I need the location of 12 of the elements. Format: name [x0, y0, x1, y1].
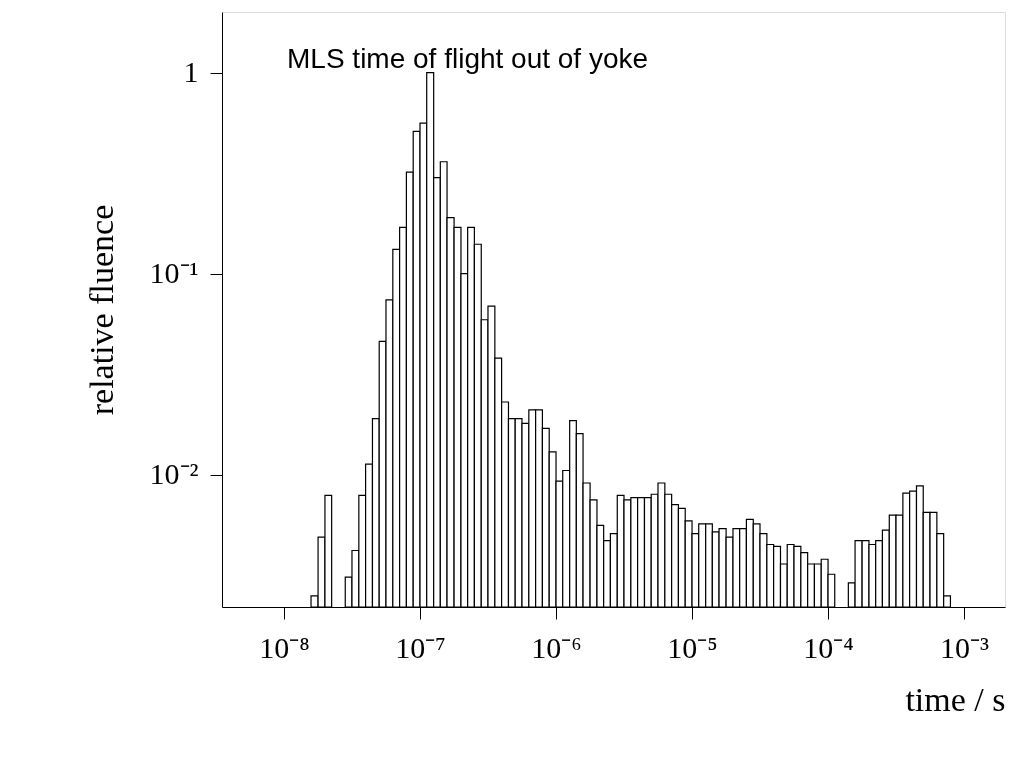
x-tick-label: 10⁻³ — [940, 630, 990, 664]
x-tick-label: 10⁻⁸ — [259, 630, 310, 664]
text: MLS time of flight out of yoke — [287, 43, 649, 74]
x-tick-label: 10⁻⁵ — [667, 630, 718, 664]
y-axis-title: relative fluence — [82, 204, 120, 416]
x-tick-label: 10⁻⁷ — [395, 630, 446, 664]
x-axis-title: time / s — [905, 680, 1006, 718]
y-tick-label: 10⁻² — [149, 457, 199, 491]
x-tick-label: 10⁻⁴ — [803, 630, 854, 664]
y-tick-label: 10⁻¹ — [149, 256, 199, 290]
x-tick-label: 10⁻⁶ — [531, 630, 582, 664]
y-tick-label: 1 — [183, 55, 199, 89]
